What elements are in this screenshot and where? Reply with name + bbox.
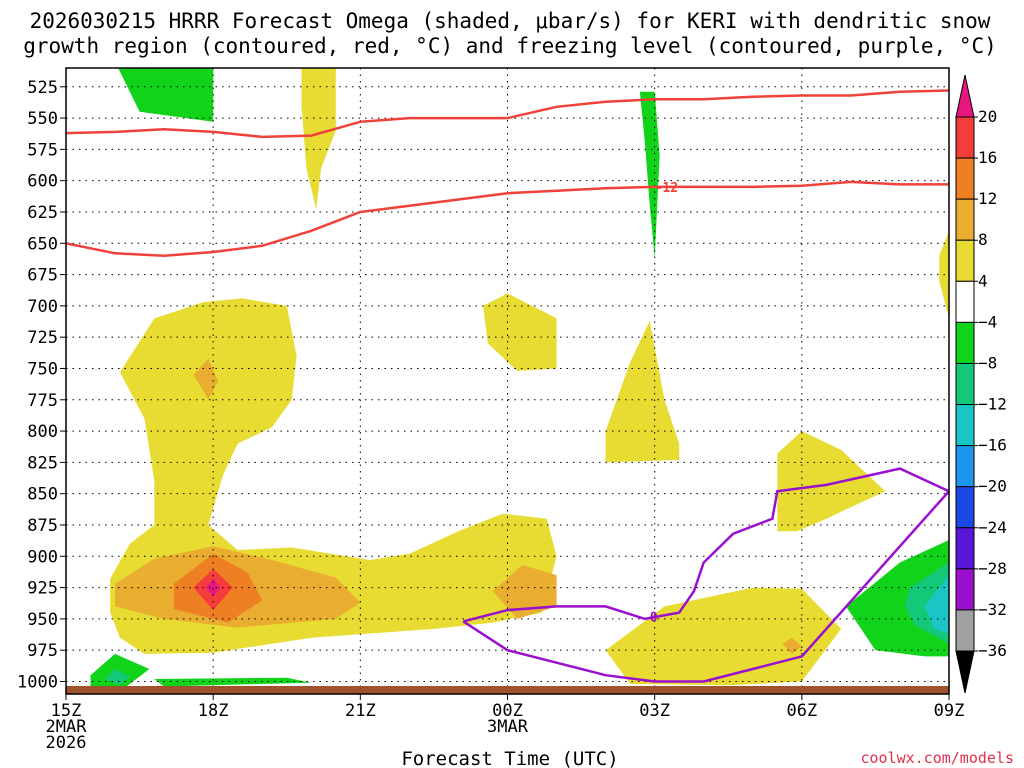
title-line-1: 2026030215 HRRR Forecast Omega (shaded, …: [30, 9, 991, 33]
chart-title: 2026030215 HRRR Forecast Omega (shaded, …: [23, 9, 997, 58]
contour-lines: -12 0: [66, 89, 949, 683]
omega-region-19: [90, 653, 150, 688]
omega-region-7: [605, 320, 680, 463]
colorbar-segment: [955, 280, 975, 323]
colorbar-segment: [955, 568, 975, 611]
omega-region-15: [782, 637, 802, 654]
y-tick-label: 800: [27, 422, 58, 442]
colorbar-segment: [955, 157, 975, 200]
colorbar-bottom-arrow: [955, 650, 975, 694]
x-tick-label: 21Z: [345, 701, 376, 721]
colorbar-label: 4: [978, 271, 988, 290]
y-tick-label: 950: [27, 610, 58, 630]
omega-region-6: [483, 293, 557, 371]
x-tick-label: 15Z: [51, 701, 82, 721]
colorbar-label: −28: [978, 559, 1007, 578]
colorbar-label: −8: [978, 353, 997, 372]
colorbar-label: −36: [978, 641, 1007, 660]
y-tick-label: 525: [27, 78, 58, 98]
y-tick-label: 675: [27, 266, 58, 286]
colorbar-segment: [955, 445, 975, 488]
colorbar-top-arrow: [955, 74, 975, 118]
colorbar-segment: [955, 362, 975, 406]
x-axis-title: Forecast Time (UTC): [401, 748, 618, 768]
y-tick-label: 1000: [17, 672, 58, 692]
colorbar-label: 8: [978, 230, 988, 249]
colorbar: 20 16 12 8 4 −4 −8 −12 −16 −20 −24 −28 −32 −36: [955, 74, 1007, 694]
y-tick-label: 825: [27, 453, 58, 473]
credit-text: coolwx.com/models: [860, 749, 1014, 767]
x-tick-label: 3MAR: [487, 717, 529, 737]
omega-region-20: [105, 669, 130, 686]
omega-region-0: [118, 68, 214, 122]
y-tick-label: 575: [27, 140, 58, 160]
x-tick-label: 2026: [46, 733, 87, 753]
x-tick-label: 06Z: [786, 701, 817, 721]
contour-label-freezing-level: 0: [650, 610, 658, 625]
colorbar-label: −24: [978, 518, 1007, 537]
contour-dgz-upper: [66, 89, 949, 139]
y-tick-label: 975: [27, 641, 58, 661]
colorbar-segment: [955, 116, 975, 159]
colorbar-segment: [955, 486, 975, 529]
y-tick-label: 875: [27, 516, 58, 536]
y-tick-label: 650: [27, 234, 58, 254]
omega-region-13: [777, 431, 886, 532]
y-tick-label: 625: [27, 203, 58, 223]
x-tick-label: 2MAR: [46, 717, 88, 737]
colorbar-label: 12: [978, 189, 997, 208]
y-tick-label: 600: [27, 172, 58, 192]
colorbar-label: −20: [978, 477, 1007, 496]
colorbar-label: −32: [978, 600, 1007, 619]
colorbar-segment: [955, 198, 975, 241]
omega-region-21: [154, 677, 312, 687]
colorbar-label: 16: [978, 148, 997, 167]
contour-label-dgz-lower: -12: [655, 181, 678, 196]
omega-region-5: [193, 358, 219, 400]
ground-strip: [66, 686, 949, 694]
colorbar-label: −16: [978, 436, 1007, 455]
y-axis: 525 550 575 600 625 650 675 700 725 750 775 800 825 8…: [17, 78, 66, 692]
y-tick-label: 775: [27, 391, 58, 411]
colorbar-segment: [955, 321, 975, 364]
y-tick-label: 700: [27, 297, 58, 317]
y-tick-label: 925: [27, 579, 58, 599]
colorbar-segment: [955, 527, 975, 570]
y-tick-label: 900: [27, 547, 58, 567]
title-line-2: growth region (contoured, red, °C) and f…: [23, 34, 997, 58]
colorbar-segment: [955, 239, 975, 282]
contour-dgz-lower: [66, 180, 949, 258]
contour-freezing-level: [462, 467, 949, 683]
omega-region-1: [301, 68, 336, 210]
x-tick-label: 03Z: [639, 701, 670, 721]
colorbar-segment: [955, 609, 975, 652]
y-tick-label: 550: [27, 109, 58, 129]
y-tick-label: 750: [27, 359, 58, 379]
omega-region-12: [492, 565, 557, 619]
x-tick-label: 00Z: [492, 701, 523, 721]
colorbar-label: 20: [978, 107, 997, 126]
colorbar-segment: [955, 404, 975, 447]
colorbar-label: −4: [978, 312, 997, 331]
omega-region-11: [205, 578, 221, 597]
x-tick-label: 18Z: [198, 701, 229, 721]
x-tick-label: 09Z: [934, 701, 965, 721]
y-tick-label: 725: [27, 328, 58, 348]
colorbar-label: −12: [978, 395, 1007, 414]
y-tick-label: 850: [27, 485, 58, 505]
